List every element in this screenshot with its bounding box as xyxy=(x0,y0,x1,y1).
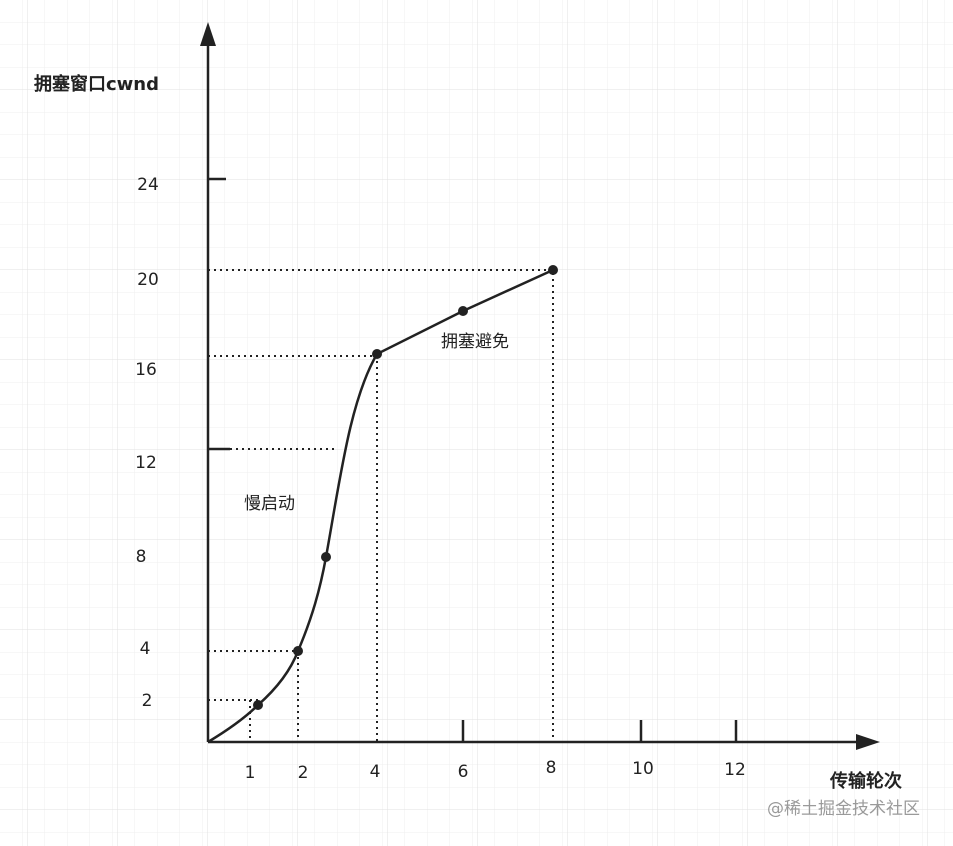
x-tick-label: 10 xyxy=(632,759,654,779)
x-tick-label: 8 xyxy=(546,758,557,778)
x-axis-label: 传输轮次 xyxy=(829,770,902,792)
guide-line xyxy=(208,269,554,742)
guide-line xyxy=(208,699,258,742)
point xyxy=(293,646,303,656)
y-tick-label: 2 xyxy=(142,691,153,711)
y-tick-label: 12 xyxy=(135,453,157,473)
point xyxy=(372,349,382,359)
points xyxy=(253,265,558,710)
y-tick-label: 24 xyxy=(137,175,159,195)
y-tick-label: 16 xyxy=(135,360,157,380)
y-tick-label: 8 xyxy=(136,547,147,567)
x-tick-label: 12 xyxy=(724,760,746,780)
y-arrow xyxy=(200,22,216,46)
axes xyxy=(206,40,862,744)
point xyxy=(458,306,468,316)
y-tick-label: 4 xyxy=(140,639,151,659)
annotation: 慢启动 xyxy=(244,493,295,514)
x-arrow xyxy=(856,734,880,750)
x-tick-label: 4 xyxy=(370,762,381,782)
x-tick-label: 2 xyxy=(298,763,309,783)
y-axis-label: 拥塞窗口cwnd xyxy=(34,73,159,95)
point xyxy=(548,265,558,275)
x-tick-label: 6 xyxy=(458,762,469,782)
x-tick-label: 1 xyxy=(245,763,256,783)
annotation: 拥塞避免 xyxy=(441,332,509,352)
point xyxy=(253,700,263,710)
point xyxy=(321,552,331,562)
y-tick-label: 20 xyxy=(137,270,159,290)
watermark: @稀土掘金技术社区 xyxy=(767,799,920,819)
